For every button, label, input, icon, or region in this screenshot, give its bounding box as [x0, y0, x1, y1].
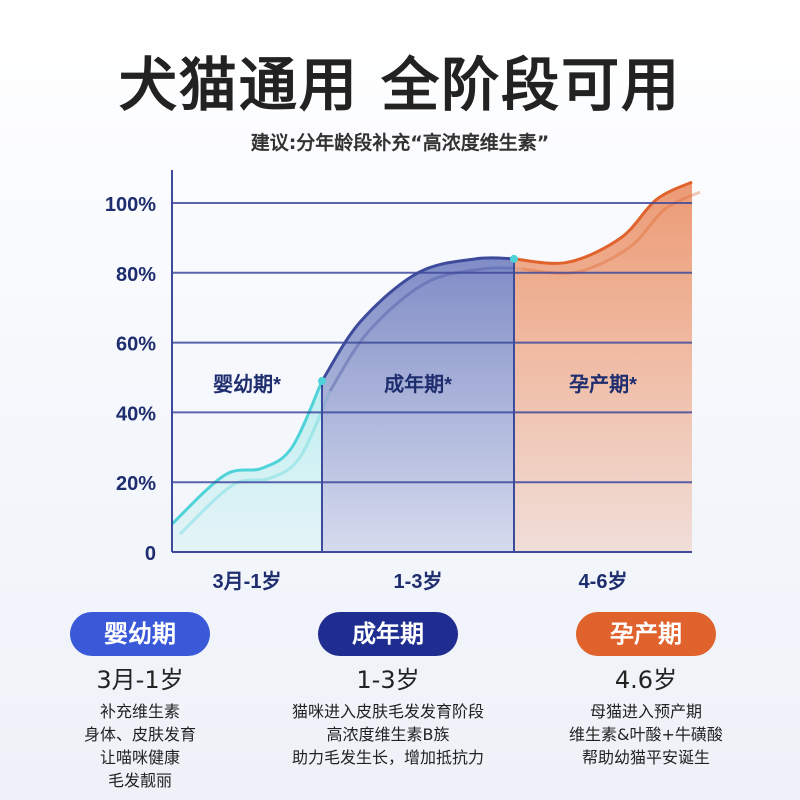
- x-tick-label: 4-6岁: [579, 569, 628, 593]
- desc-line: 帮助幼猫平安诞生: [581, 748, 710, 767]
- y-tick-label: 60%: [116, 334, 156, 356]
- stage-age-pregnancy: 4.6岁: [614, 666, 678, 694]
- x-tick-label: 1-3岁: [394, 569, 443, 593]
- stage-pill-infant: 婴幼期: [70, 612, 210, 656]
- junction-dot: [318, 376, 326, 385]
- page-subtitle: 建议:分年龄段补充“高浓度维生素”: [250, 132, 550, 154]
- stage-pill-pregnancy: 孕产期: [576, 612, 716, 656]
- desc-line: 猫咪进入皮肤毛发发育阶段: [291, 702, 484, 721]
- stage-desc-adult: 猫咪进入皮肤毛发发育阶段 高浓度维生素B族 助力毛发生长，增加抵抗力: [258, 700, 518, 769]
- desc-line: 毛发靓丽: [107, 771, 172, 790]
- stage-area: [322, 257, 514, 552]
- y-tick-label: 0: [145, 543, 156, 565]
- growth-curve: [513, 180, 693, 265]
- stage-label: 成年期*: [384, 372, 452, 396]
- page-title: 犬猫通用 全阶段可用: [118, 51, 682, 119]
- y-tick-label: 100%: [105, 194, 156, 216]
- growth-curve: [170, 380, 324, 526]
- desc-line: 让喵咪健康: [99, 748, 180, 767]
- y-tick-label: 80%: [116, 264, 156, 286]
- desc-line: 身体、皮肤发育: [83, 725, 196, 744]
- stage-desc-pregnancy: 母猫进入预产期 维生素&叶酸+牛磺酸 帮助幼猫平安诞生: [516, 700, 776, 769]
- desc-line: 维生素&叶酸+牛磺酸: [569, 725, 723, 744]
- y-tick-label: 40%: [116, 403, 156, 425]
- stage-area: [172, 380, 322, 552]
- desc-line: 补充维生素: [99, 702, 180, 721]
- curve-shadow: [178, 390, 332, 536]
- stage-desc-infant: 补充维生素 身体、皮肤发育 让喵咪健康 毛发靓丽: [10, 700, 270, 792]
- y-tick-label: 20%: [116, 473, 156, 495]
- stage-area: [514, 182, 692, 552]
- junction-dot: [510, 254, 518, 263]
- stage-label: 孕产期*: [569, 372, 637, 396]
- curve-shadow: [328, 266, 523, 392]
- stage-age-infant: 3月-1岁: [96, 666, 184, 694]
- desc-line: 高浓度维生素B族: [326, 725, 450, 744]
- growth-chart: 0 20% 40% 60% 80% 100% 婴幼期* 3月-1岁 成年期* 1-3岁 孕产期* 4-…: [105, 170, 701, 593]
- stage-label: 婴幼期*: [213, 372, 281, 396]
- x-tick-label: 3月-1岁: [213, 569, 282, 593]
- stage-age-adult: 1-3岁: [356, 666, 420, 694]
- stage-pill-adult: 成年期: [318, 612, 458, 656]
- desc-line: 助力毛发生长，增加抵抗力: [291, 748, 484, 767]
- desc-line: 母猫进入预产期: [589, 702, 702, 721]
